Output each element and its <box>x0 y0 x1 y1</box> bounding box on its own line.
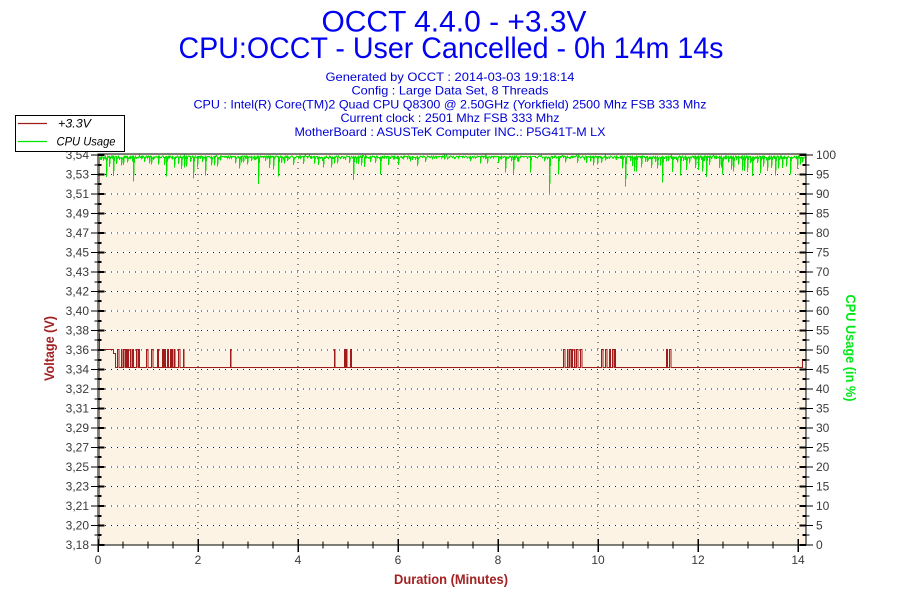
svg-text:10: 10 <box>591 553 605 567</box>
svg-text:CPU : Intel(R) Core(TM)2 Quad: CPU : Intel(R) Core(TM)2 Quad CPU Q8300 … <box>194 97 707 111</box>
svg-text:3,51: 3,51 <box>66 187 90 201</box>
svg-text:35: 35 <box>816 402 830 416</box>
svg-text:Voltage (V): Voltage (V) <box>42 316 57 381</box>
svg-text:Generated by OCCT : 2014-03-03: Generated by OCCT : 2014-03-03 19:18:14 <box>326 70 575 84</box>
svg-text:Current clock : 2501 Mhz FSB 3: Current clock : 2501 Mhz FSB 333 Mhz <box>341 111 560 125</box>
svg-text:3,42: 3,42 <box>66 285 90 299</box>
svg-text:70: 70 <box>816 265 830 279</box>
svg-text:12: 12 <box>691 553 705 567</box>
svg-text:85: 85 <box>816 207 830 221</box>
svg-text:0: 0 <box>95 553 102 567</box>
svg-text:3,45: 3,45 <box>66 246 90 260</box>
svg-text:80: 80 <box>816 226 830 240</box>
svg-text:3,40: 3,40 <box>66 304 90 318</box>
svg-text:14: 14 <box>791 553 805 567</box>
svg-text:3,31: 3,31 <box>66 402 90 416</box>
svg-text:50: 50 <box>816 343 830 357</box>
svg-text:6: 6 <box>395 553 402 567</box>
svg-text:3,38: 3,38 <box>66 324 90 338</box>
svg-text:2: 2 <box>195 553 202 567</box>
svg-text:CPU Usage: CPU Usage <box>57 137 116 149</box>
svg-text:CPU:OCCT - User Cancelled - 0h: CPU:OCCT - User Cancelled - 0h 14m 14s <box>179 32 724 65</box>
svg-text:60: 60 <box>816 304 830 318</box>
svg-text:8: 8 <box>495 553 502 567</box>
svg-text:3,25: 3,25 <box>66 460 90 474</box>
svg-text:3,21: 3,21 <box>66 499 90 513</box>
svg-text:100: 100 <box>816 148 836 162</box>
svg-text:25: 25 <box>816 441 830 455</box>
svg-text:3,36: 3,36 <box>66 343 90 357</box>
svg-text:0: 0 <box>816 538 823 552</box>
svg-text:95: 95 <box>816 168 830 182</box>
svg-text:40: 40 <box>816 382 830 396</box>
svg-text:75: 75 <box>816 246 830 260</box>
svg-text:5: 5 <box>816 519 823 533</box>
svg-text:30: 30 <box>816 421 830 435</box>
svg-text:3,23: 3,23 <box>66 480 90 494</box>
svg-text:3,43: 3,43 <box>66 265 90 279</box>
svg-text:MotherBoard : ASUSTeK Computer: MotherBoard : ASUSTeK Computer INC.: P5G… <box>295 125 606 139</box>
svg-text:3,20: 3,20 <box>66 519 90 533</box>
svg-text:3,53: 3,53 <box>66 168 90 182</box>
svg-text:3,18: 3,18 <box>66 538 90 552</box>
svg-text:3,47: 3,47 <box>66 226 90 240</box>
svg-text:3,32: 3,32 <box>66 382 90 396</box>
svg-text:10: 10 <box>816 499 830 513</box>
svg-text:+3.3V: +3.3V <box>58 119 92 131</box>
svg-text:OCCT 4.4.0 - +3.3V: OCCT 4.4.0 - +3.3V <box>322 6 587 39</box>
svg-text:45: 45 <box>816 363 830 377</box>
svg-text:CPU Usage (in %): CPU Usage (in %) <box>843 295 858 402</box>
svg-text:Config : Large Data Set, 8 Thr: Config : Large Data Set, 8 Threads <box>352 84 549 98</box>
svg-text:65: 65 <box>816 285 830 299</box>
svg-text:4: 4 <box>295 553 302 567</box>
svg-text:55: 55 <box>816 324 830 338</box>
svg-text:20: 20 <box>816 460 830 474</box>
svg-text:90: 90 <box>816 187 830 201</box>
svg-text:3,34: 3,34 <box>66 363 90 377</box>
svg-text:Duration (Minutes): Duration (Minutes) <box>394 572 508 587</box>
svg-text:3,49: 3,49 <box>66 207 90 221</box>
svg-text:15: 15 <box>816 480 830 494</box>
svg-text:3,29: 3,29 <box>66 421 90 435</box>
svg-text:3,27: 3,27 <box>66 441 90 455</box>
